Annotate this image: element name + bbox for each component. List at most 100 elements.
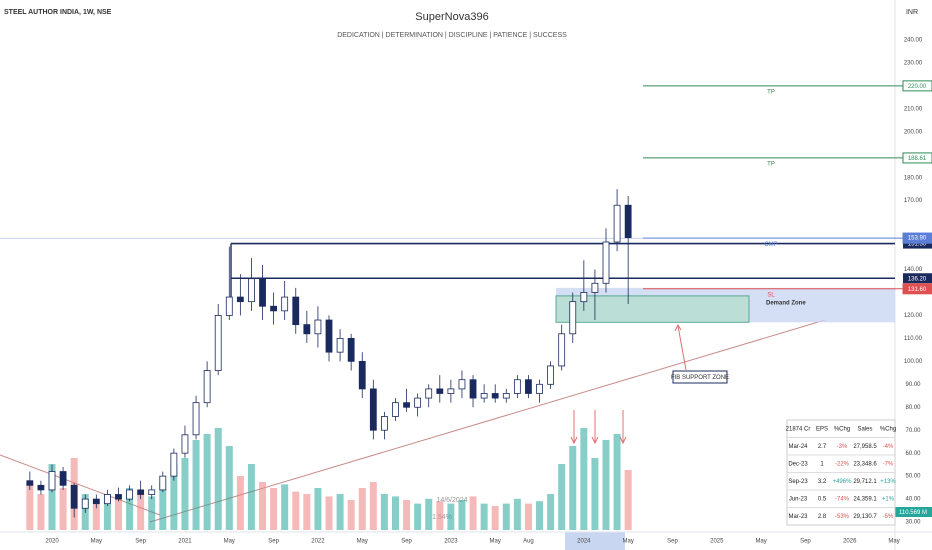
y-tick-label: 230.00 xyxy=(904,60,923,66)
x-tick-label: May xyxy=(490,539,501,545)
table-cell: -3% xyxy=(837,444,848,450)
table-cell: -74% xyxy=(835,496,850,502)
candle-body xyxy=(314,319,322,335)
volume-bar xyxy=(547,494,555,530)
candle-body xyxy=(225,296,233,316)
fundamentals-table: 21874 Cr EPS %Chg Sales %Chg Mar-24 2.7 -3% 27,9… xyxy=(786,419,896,526)
price-tag xyxy=(902,152,932,164)
table-cell: +496% xyxy=(833,479,853,485)
demand-zone-label: Demand Zone xyxy=(766,301,806,307)
candle-body xyxy=(447,388,455,394)
volume-bar xyxy=(103,494,111,530)
volume-bar xyxy=(436,501,444,530)
x-tick-label: 2022 xyxy=(311,539,325,545)
candle-body xyxy=(602,241,610,284)
x-tick-label: May xyxy=(91,539,102,545)
currency: INR xyxy=(906,9,918,16)
candle-body xyxy=(192,402,200,436)
candle-body xyxy=(248,278,255,303)
candle-body xyxy=(536,383,543,394)
y-tick-label: 210.00 xyxy=(904,106,923,112)
candle-body xyxy=(469,379,477,399)
arrow xyxy=(677,325,687,371)
y-tick-label: 100.00 xyxy=(904,359,923,365)
candle-body xyxy=(392,402,399,417)
candle-body xyxy=(624,204,632,239)
volume-bar xyxy=(314,488,322,530)
arrow-head xyxy=(591,436,599,445)
arrow-head xyxy=(570,436,578,445)
candle-body xyxy=(336,337,344,353)
volume-bar xyxy=(347,500,355,530)
chart-title: SuperNova396 xyxy=(415,11,488,23)
candle-body xyxy=(181,434,189,454)
fib-zone xyxy=(555,295,750,323)
volume-bar xyxy=(170,464,178,530)
candle-body xyxy=(491,393,499,399)
y-tick-label: 140.00 xyxy=(904,267,923,273)
arrow-head xyxy=(619,436,627,445)
x-tick-label: 2021 xyxy=(178,539,192,545)
x-tick-label: May xyxy=(888,539,899,545)
y-tick-label: 180.00 xyxy=(904,175,923,181)
candle-body xyxy=(214,315,222,371)
candle-body xyxy=(502,393,510,399)
candle-body xyxy=(281,296,289,312)
candle-body xyxy=(414,397,422,408)
candle-body xyxy=(126,489,133,500)
table-cell: +1% xyxy=(882,496,895,502)
table-cell: -22% xyxy=(835,461,850,467)
candle-body xyxy=(26,480,34,486)
x-tick-label: Sep xyxy=(667,539,678,545)
level-name: SL xyxy=(767,292,775,298)
volume-bar xyxy=(137,494,145,530)
volume-bar xyxy=(558,464,566,530)
volume-bar xyxy=(458,500,466,530)
candle-body xyxy=(347,337,355,362)
price-tag xyxy=(902,283,932,295)
candle-body xyxy=(104,494,111,505)
level-name: TP xyxy=(767,89,775,95)
table-cell: -7% xyxy=(883,461,894,467)
volume-bar xyxy=(580,428,588,530)
x-tick-label: May xyxy=(622,539,633,545)
table-header: 21874 Cr xyxy=(786,426,811,432)
candle-body xyxy=(591,282,599,293)
volume-label: 110.569 M xyxy=(899,510,927,516)
table-cell: Jun-23 xyxy=(789,496,808,502)
candle-body xyxy=(37,484,45,491)
x-tick-label: May xyxy=(755,539,766,545)
y-tick-label: 110.00 xyxy=(904,336,923,342)
volume-bar xyxy=(536,501,544,530)
table-cell: -5% xyxy=(883,514,894,520)
volume-bar xyxy=(303,494,311,530)
table-header: EPS xyxy=(816,426,828,432)
candle-body xyxy=(270,305,278,312)
table-cell: Sep-23 xyxy=(788,479,808,485)
candle-body xyxy=(569,301,577,335)
candle-body xyxy=(259,278,266,307)
level-name: TP xyxy=(767,162,775,168)
price-tag xyxy=(902,80,932,92)
x-tick-label: Aug xyxy=(523,539,534,545)
volume-bar xyxy=(270,488,278,530)
candle-body xyxy=(403,402,410,408)
volume-bar xyxy=(403,500,411,530)
table-cell: 29,712.1 xyxy=(853,479,877,485)
price-tag-label: 153.90 xyxy=(908,236,927,242)
candle-body xyxy=(292,296,300,326)
volume-bar xyxy=(203,434,211,530)
volume-bar xyxy=(325,496,333,530)
volume-bar xyxy=(26,482,34,530)
table-header: %Chg xyxy=(834,426,850,432)
table-cell: Mar-23 xyxy=(788,514,808,520)
candle-body xyxy=(137,489,145,495)
x-tick-label: May xyxy=(357,539,368,545)
volume-bar xyxy=(281,484,289,530)
volume-bar xyxy=(59,488,67,530)
x-tick-label: Sep xyxy=(268,539,279,545)
trend-line xyxy=(0,454,161,516)
volume-bar xyxy=(37,494,45,530)
x-tick-label: Sep xyxy=(800,539,811,545)
level-name: CMP xyxy=(764,242,777,248)
